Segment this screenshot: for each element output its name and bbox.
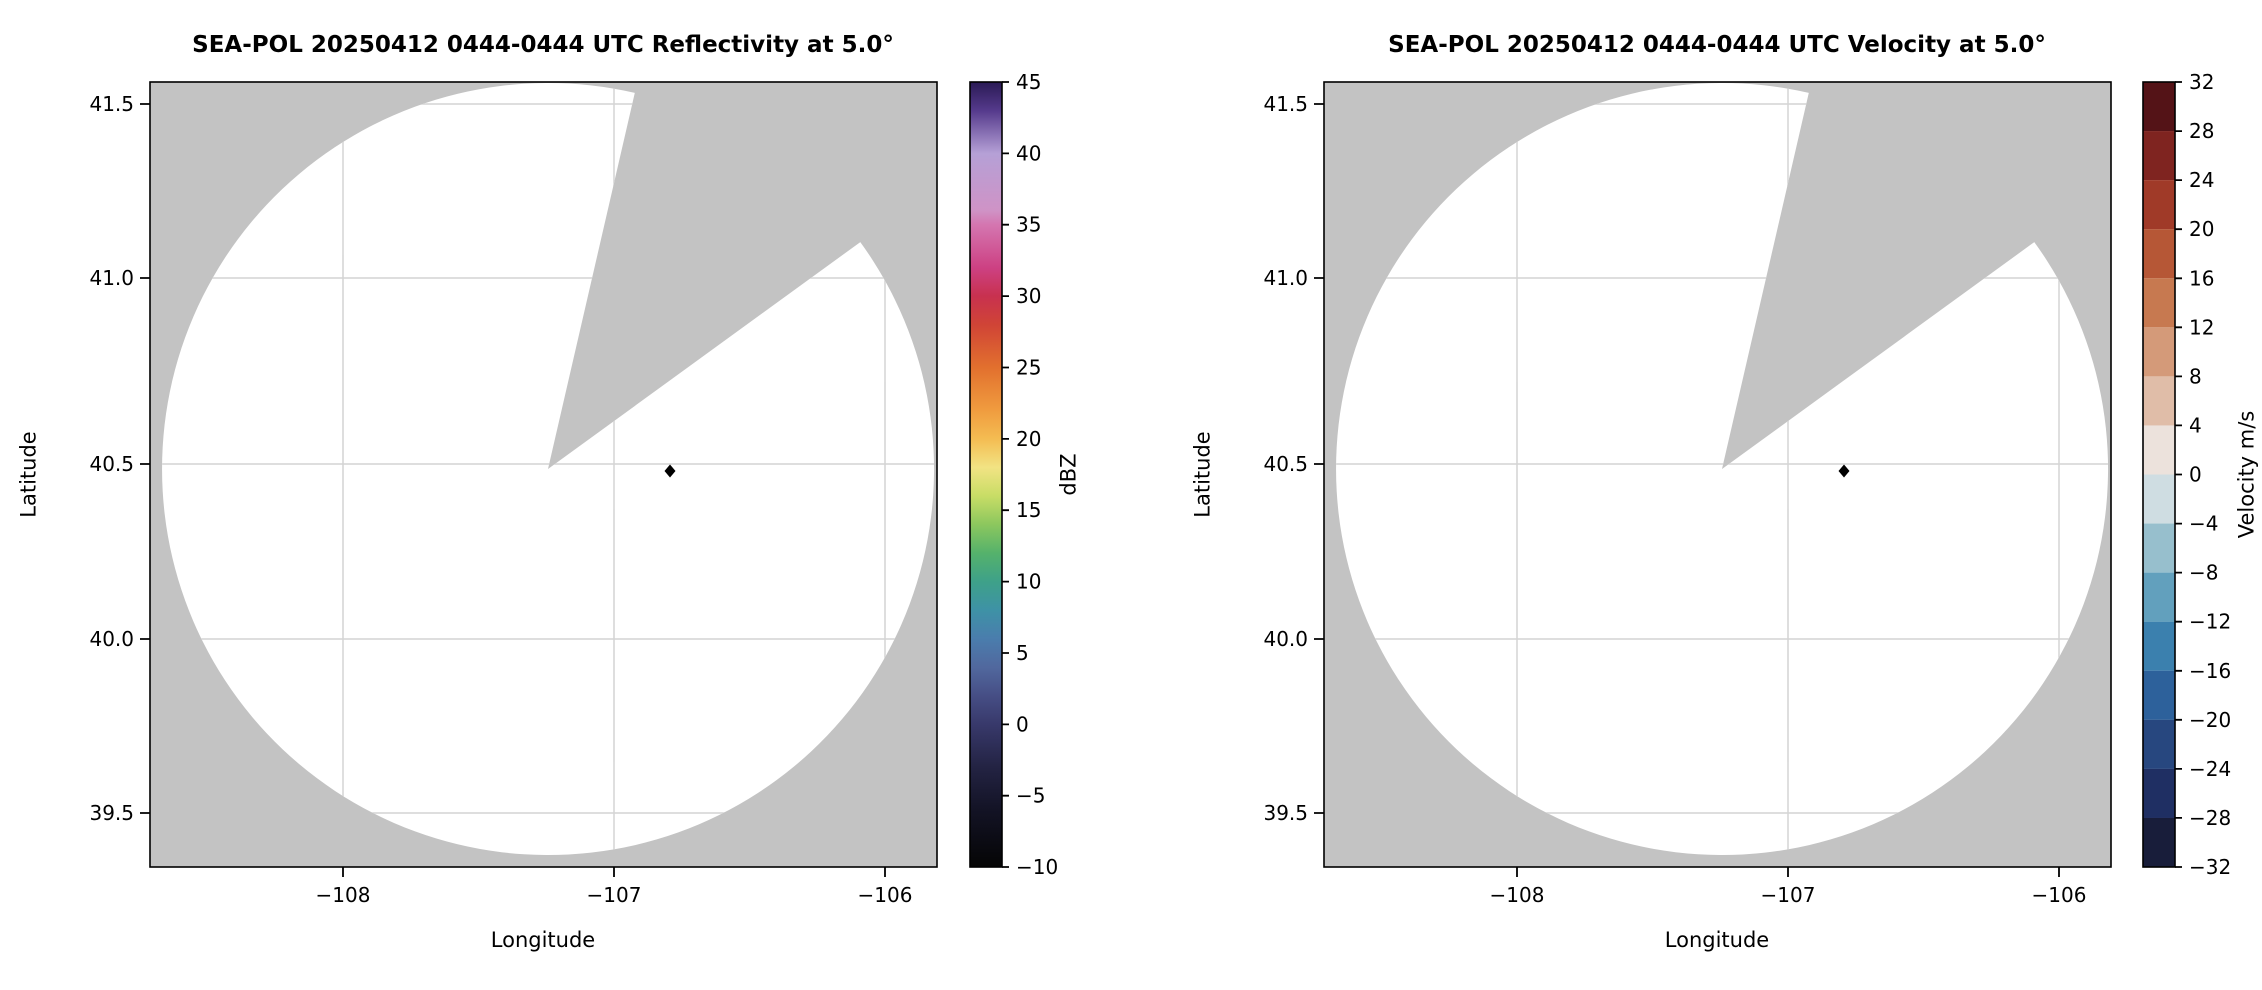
colorbar-border bbox=[969, 81, 1003, 868]
reflectivity-panel: −108 −107 −106 41.5 41.0 40.5 40.0 39.5 … bbox=[16, 32, 1080, 952]
colorbar-tick-label: 25 bbox=[1016, 356, 1041, 380]
colorbar-tick-label: 15 bbox=[1016, 498, 1041, 522]
colorbar-tick-label: 20 bbox=[2189, 217, 2214, 241]
colorbar-tick-label: 20 bbox=[1016, 427, 1041, 451]
colorbar-bin bbox=[2143, 817, 2175, 867]
x-axis-ticks bbox=[1516, 867, 2060, 877]
y-tick-label: 41.5 bbox=[1263, 92, 1308, 116]
colorbar-bin bbox=[2143, 523, 2175, 573]
colorbar-bin bbox=[2143, 768, 2175, 818]
velocity-panel: −108 −107 −106 41.5 41.0 40.5 40.0 39.5 … bbox=[1190, 32, 2258, 952]
colorbar-tick-label: −28 bbox=[2189, 806, 2231, 830]
colorbar-tick-label: −32 bbox=[2189, 855, 2231, 879]
y-tick-label: 41.5 bbox=[89, 92, 134, 116]
grid-lines-horizontal bbox=[162, 103, 935, 814]
colorbar-bin bbox=[2143, 131, 2175, 181]
plot-border bbox=[149, 81, 938, 868]
colorbar-bin bbox=[2143, 229, 2175, 279]
colorbar-tick-label: −4 bbox=[2189, 512, 2218, 536]
colorbar-tick-label: 45 bbox=[1016, 70, 1041, 94]
colorbar-bin bbox=[2143, 670, 2175, 720]
colorbar-tick-label: 0 bbox=[1016, 712, 1029, 736]
grid-lines-horizontal bbox=[1336, 103, 2109, 814]
x-axis-label: Longitude bbox=[491, 928, 595, 952]
colorbar-tick-label: −12 bbox=[2189, 610, 2231, 634]
diamond-marker bbox=[1838, 464, 1850, 478]
colorbar-bin bbox=[2143, 180, 2175, 230]
diamond-marker bbox=[664, 464, 676, 478]
colorbar-tick-label: −24 bbox=[2189, 757, 2231, 781]
colorbar-tick-label: 8 bbox=[2189, 364, 2202, 388]
y-axis-ticks bbox=[1314, 103, 1324, 814]
y-tick-label: 39.5 bbox=[89, 801, 134, 825]
y-tick-label: 40.5 bbox=[89, 452, 134, 476]
colorbar-ticks bbox=[1002, 81, 1009, 868]
colorbar-bin bbox=[2143, 82, 2175, 132]
plot-border bbox=[1323, 81, 2112, 868]
panel-title: SEA-POL 20250412 0444-0444 UTC Velocity … bbox=[1388, 32, 2046, 58]
radar-scan-area bbox=[1336, 83, 2109, 856]
colorbar-tick-label: 4 bbox=[2189, 413, 2202, 437]
x-tick-label: −107 bbox=[587, 883, 642, 907]
x-axis-ticks bbox=[342, 867, 886, 877]
colorbar-tick-label: 28 bbox=[2189, 119, 2214, 143]
colorbar-tick-label: 35 bbox=[1016, 213, 1041, 237]
reflectivity-colorbar: 45 40 35 30 25 20 15 10 5 0 −5 −10 dBZ bbox=[969, 70, 1080, 879]
y-tick-label: 40.0 bbox=[89, 627, 134, 651]
colorbar-tick-label: 40 bbox=[1016, 141, 1041, 165]
colorbar-tick-label: 10 bbox=[1016, 570, 1041, 594]
y-tick-label: 41.0 bbox=[89, 266, 134, 290]
colorbar-tick-label: 32 bbox=[2189, 70, 2214, 94]
x-tick-label: −108 bbox=[316, 883, 371, 907]
velocity-colorbar: 32 28 24 20 16 12 8 4 0 −4 −8 −12 −16 −2… bbox=[2142, 70, 2258, 879]
colorbar-bin bbox=[2143, 278, 2175, 328]
colorbar-bin bbox=[2143, 621, 2175, 671]
colorbar-tick-label: 24 bbox=[2189, 168, 2214, 192]
x-tick-label: −107 bbox=[1761, 883, 1816, 907]
colorbar-axis-label: dBZ bbox=[1056, 453, 1080, 495]
colorbar-bin bbox=[2143, 327, 2175, 377]
y-tick-label: 40.5 bbox=[1263, 452, 1308, 476]
x-tick-label: −108 bbox=[1490, 883, 1545, 907]
x-tick-label: −106 bbox=[858, 883, 913, 907]
y-tick-label: 40.0 bbox=[1263, 627, 1308, 651]
colorbar-ticks bbox=[2175, 81, 2182, 868]
colorbar-bin bbox=[2143, 572, 2175, 622]
x-axis-label: Longitude bbox=[1665, 928, 1769, 952]
y-tick-label: 41.0 bbox=[1263, 266, 1308, 290]
colorbar-gradient bbox=[970, 82, 1002, 867]
y-tick-label: 39.5 bbox=[1263, 801, 1308, 825]
colorbar-tick-label: 5 bbox=[1016, 641, 1029, 665]
colorbar-bin bbox=[2143, 474, 2175, 524]
colorbar-bin bbox=[2143, 425, 2175, 475]
colorbar-tick-label: −10 bbox=[1016, 855, 1058, 879]
colorbar-tick-label: −20 bbox=[2189, 708, 2231, 732]
colorbar-axis-label: Velocity m/s bbox=[2234, 411, 2258, 539]
colorbar-bin bbox=[2143, 376, 2175, 426]
colorbar-tick-label: 0 bbox=[2189, 463, 2202, 487]
y-axis-ticks bbox=[140, 103, 150, 814]
y-axis-label: Latitude bbox=[16, 431, 40, 517]
y-axis-label: Latitude bbox=[1190, 431, 1214, 517]
colorbar-tick-label: 12 bbox=[2189, 315, 2214, 339]
colorbar-tick-label: −16 bbox=[2189, 659, 2231, 683]
panel-title: SEA-POL 20250412 0444-0444 UTC Reflectiv… bbox=[192, 32, 894, 58]
colorbar-bin bbox=[2143, 719, 2175, 769]
colorbar-tick-label: −5 bbox=[1016, 784, 1045, 808]
radar-scan-area bbox=[162, 83, 935, 856]
colorbar-tick-label: 30 bbox=[1016, 284, 1041, 308]
x-tick-label: −106 bbox=[2032, 883, 2087, 907]
colorbar-tick-label: 16 bbox=[2189, 266, 2214, 290]
colorbar-tick-label: −8 bbox=[2189, 561, 2218, 585]
